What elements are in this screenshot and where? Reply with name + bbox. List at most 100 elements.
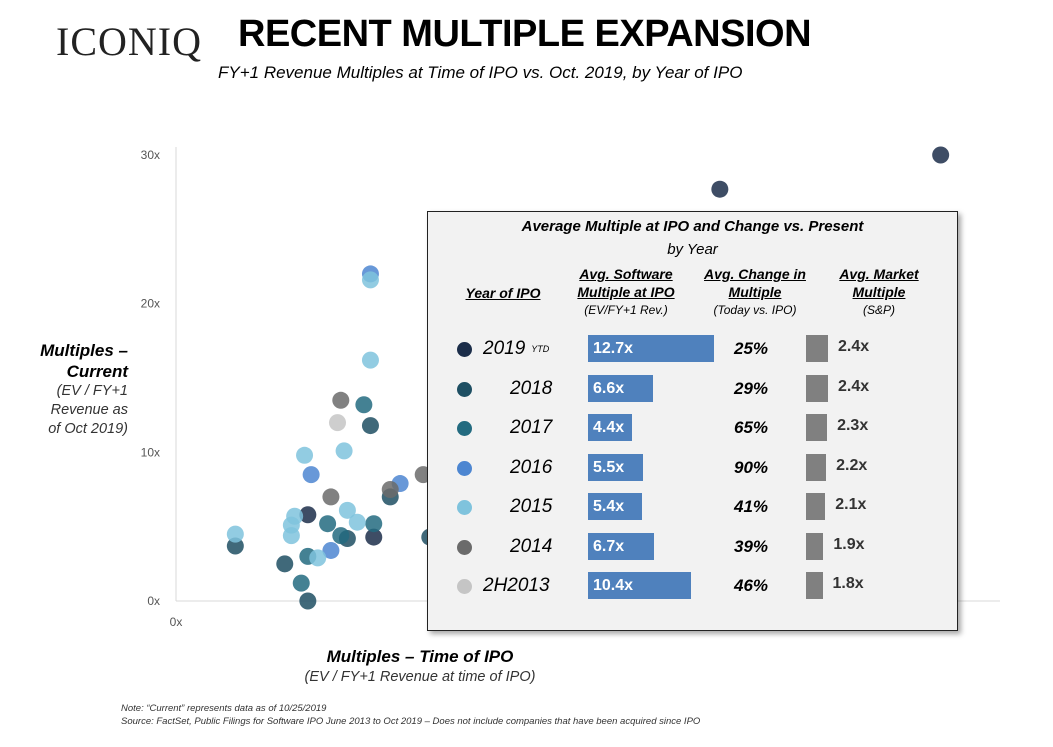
summary-table-panel: Average Multiple at IPO and Change vs. P… bbox=[427, 211, 958, 631]
table-row: 2015 5.4x 41% 2.1x bbox=[428, 492, 957, 522]
data-point-2018 bbox=[226, 537, 244, 555]
year-label: 2014 bbox=[510, 536, 552, 558]
header-market-line1: Avg. Market bbox=[839, 266, 919, 282]
footnote-note: Note: “Current” represents data as of 10… bbox=[121, 703, 327, 714]
y-tick-label: 10x bbox=[141, 445, 160, 459]
year-label: 2019 YTD bbox=[483, 338, 549, 360]
year-text: 2017 bbox=[510, 417, 553, 438]
header-change: Avg. Change in Multiple (Today vs. IPO) bbox=[693, 265, 817, 319]
table-row: 2018 6.6x 29% 2.4x bbox=[428, 374, 957, 404]
data-point-2017 bbox=[292, 574, 310, 592]
year-label: 2015 bbox=[510, 496, 552, 518]
year-text: 2018 bbox=[510, 377, 553, 399]
market-multiple-value: 2.2x bbox=[836, 456, 868, 474]
page-title: RECENT MULTIPLE EXPANSION bbox=[238, 13, 812, 55]
table-subtitle: by Year bbox=[667, 241, 718, 258]
year-label: 2017 bbox=[510, 417, 552, 439]
table-title: Average Multiple at IPO and Change vs. P… bbox=[521, 218, 864, 235]
ipo-multiple-bar: 5.4x bbox=[588, 493, 642, 520]
header-year-label: Year of IPO bbox=[465, 285, 541, 301]
market-multiple-bar bbox=[806, 572, 823, 599]
year-legend-dot bbox=[457, 460, 472, 476]
year-legend-dot bbox=[457, 539, 472, 555]
data-point-2015 bbox=[361, 351, 379, 369]
header-software-multiple: Avg. Software Multiple at IPO (EV/FY+1 R… bbox=[564, 265, 688, 319]
data-point-2017 bbox=[332, 527, 350, 545]
table-row: 2017 4.4x 65% 2.3x bbox=[428, 413, 957, 443]
header-market-multiple: Avg. Market Multiple (S&P) bbox=[824, 265, 934, 319]
year-label: 2018 bbox=[510, 378, 552, 400]
multiple-change-value: 29% bbox=[733, 378, 769, 398]
data-point-2018 bbox=[361, 417, 379, 435]
market-multiple-bar bbox=[806, 532, 824, 560]
x-axis-title-main: Multiples – Time of IPO bbox=[326, 647, 514, 666]
multiple-change-value: 65% bbox=[733, 418, 769, 437]
header-change-sub: (Today vs. IPO) bbox=[713, 303, 797, 317]
ipo-multiple-bar: 4.4x bbox=[588, 414, 632, 441]
data-point-2014 bbox=[332, 391, 350, 409]
y-tick-label: 20x bbox=[141, 297, 160, 311]
iconiq-logo: ICONIQ bbox=[56, 19, 202, 64]
y-axis-subtitle-line2: Revenue as bbox=[50, 402, 128, 418]
year-legend-dot bbox=[457, 500, 472, 515]
ytd-suffix: YTD bbox=[531, 343, 550, 354]
multiple-change-value: 90% bbox=[733, 457, 769, 477]
footnote-source: Source: FactSet, Public Filings for Soft… bbox=[121, 716, 701, 727]
header-change-line1: Avg. Change in bbox=[704, 266, 806, 282]
year-legend-dot bbox=[457, 381, 472, 397]
year-text: 2014 bbox=[510, 535, 553, 557]
market-multiple-bar bbox=[806, 374, 828, 402]
data-point-2015 bbox=[309, 549, 327, 567]
market-multiple-value: 1.8x bbox=[832, 575, 864, 592]
multiple-change-value: 46% bbox=[733, 576, 769, 595]
y-axis-title-line2: Current bbox=[66, 362, 128, 381]
data-point-2017 bbox=[365, 515, 383, 533]
footnotes: Note: “Current” represents data as of 10… bbox=[121, 702, 700, 728]
header-software-sub: (EV/FY+1 Rev.) bbox=[584, 303, 668, 317]
y-axis-subtitle-line3: of Oct 2019) bbox=[48, 421, 128, 437]
ipo-multiple-bar: 6.6x bbox=[588, 374, 654, 402]
data-point-2017 bbox=[319, 515, 337, 533]
year-legend-dot bbox=[457, 342, 472, 357]
table-row: 2H2013 10.4x 46% 1.8x bbox=[428, 571, 957, 601]
data-point-2019-ytd bbox=[711, 180, 729, 198]
data-point-2014 bbox=[381, 481, 399, 498]
multiple-change-value: 41% bbox=[733, 497, 769, 516]
data-point-2015 bbox=[338, 501, 356, 519]
market-multiple-value: 2.1x bbox=[835, 496, 867, 513]
year-label: 2H2013 bbox=[483, 575, 550, 597]
data-point-2018 bbox=[276, 555, 294, 573]
ipo-multiple-bar: 12.7x bbox=[588, 335, 714, 362]
market-multiple-value: 2.4x bbox=[838, 338, 870, 355]
data-point-2015 bbox=[226, 525, 244, 543]
market-multiple-value: 2.4x bbox=[838, 377, 870, 395]
table-row: 2019 YTD 12.7x 25% 2.4x bbox=[428, 334, 957, 364]
year-legend-dot bbox=[457, 421, 472, 436]
data-point-2015 bbox=[348, 513, 366, 531]
header-year: Year of IPO bbox=[448, 284, 558, 302]
data-point-2019-ytd bbox=[365, 528, 383, 546]
data-point-2018 bbox=[299, 592, 317, 610]
y-tick-label: 0x bbox=[147, 594, 160, 608]
market-multiple-bar bbox=[806, 453, 827, 481]
table-row: 2016 5.5x 90% 2.2x bbox=[428, 453, 957, 483]
market-multiple-bar bbox=[806, 414, 828, 441]
year-text: 2015 bbox=[510, 496, 553, 517]
data-point-2019-ytd bbox=[932, 146, 950, 164]
data-point-2h2013 bbox=[329, 414, 347, 432]
data-point-2019-ytd bbox=[299, 506, 317, 524]
year-text: 2019 bbox=[483, 338, 526, 359]
year-text: 2H2013 bbox=[483, 575, 550, 596]
data-point-2015 bbox=[296, 446, 314, 464]
data-point-2015 bbox=[335, 442, 353, 460]
market-multiple-bar bbox=[806, 335, 828, 362]
page-subtitle: FY+1 Revenue Multiples at Time of IPO vs… bbox=[218, 63, 743, 82]
header-software-line2: Multiple at IPO bbox=[577, 284, 675, 300]
year-text: 2016 bbox=[510, 456, 553, 478]
ipo-multiple-bar: 10.4x bbox=[588, 572, 692, 599]
market-multiple-value: 1.9x bbox=[833, 535, 865, 553]
x-axis-title: Multiples – Time of IPO (EV / FY+1 Reven… bbox=[280, 647, 560, 685]
multiple-change-value: 25% bbox=[733, 339, 769, 358]
ipo-multiple-bar: 5.5x bbox=[588, 453, 643, 481]
table-row: 2014 6.7x 39% 1.9x bbox=[428, 532, 957, 562]
